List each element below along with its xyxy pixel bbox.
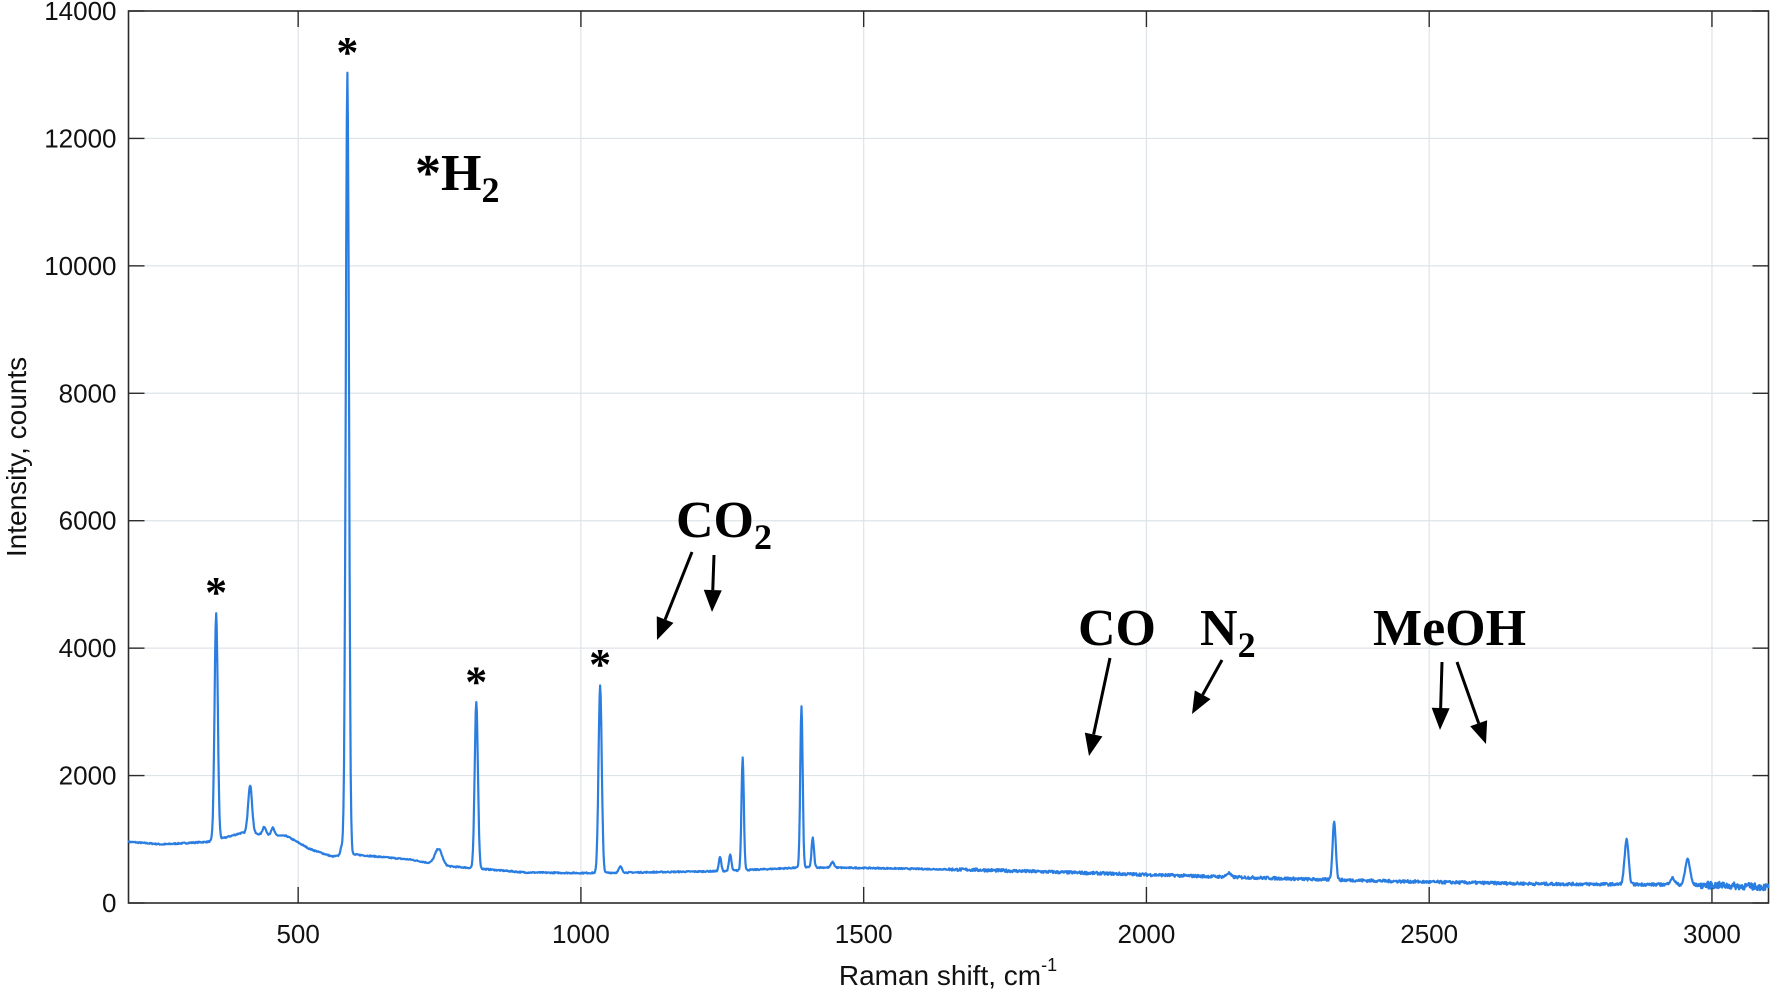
annotation-n2: N2: [1200, 600, 1256, 665]
arrow-line: [711, 554, 716, 591]
y-tick-label: 2000: [59, 761, 117, 791]
annotation-arrows: [656, 551, 1488, 756]
axis-ticks: [128, 10, 1769, 904]
y-tick-label: 8000: [59, 378, 117, 408]
arrow-head-icon: [656, 616, 674, 640]
x-tick-label: 2500: [1400, 919, 1458, 949]
arrow-line: [1439, 661, 1444, 709]
x-axis-label: Raman shift, cm-1: [839, 955, 1057, 991]
h2-star-marker: *: [465, 657, 487, 706]
plot-area-frame: [127, 10, 1770, 904]
annotation-co: CO: [1078, 600, 1156, 657]
h2-star-marker: *: [589, 640, 611, 689]
x-tick-label: 1500: [835, 919, 893, 949]
arrow-line: [663, 551, 694, 621]
y-tick-label: 14000: [44, 0, 116, 26]
y-axis-label: Intensity, counts: [1, 357, 32, 557]
grid-lines: [128, 11, 1769, 903]
arrow-head-icon: [1470, 720, 1488, 744]
x-tick-label: 2000: [1118, 919, 1176, 949]
h2-star-marker: *: [336, 28, 358, 77]
y-tick-label: 4000: [59, 633, 117, 663]
arrow-head-icon: [1084, 732, 1103, 756]
annotation-h2: *H2: [415, 145, 499, 210]
spectrum-line: [127, 71, 1770, 892]
x-tick-label: 1000: [552, 919, 610, 949]
arrow-head-icon: [1431, 707, 1450, 730]
x-tick-label: 3000: [1683, 919, 1741, 949]
annotation-meoh: MeOH: [1373, 600, 1526, 657]
x-tick-label: 500: [276, 919, 319, 949]
y-tick-label: 10000: [44, 251, 116, 281]
arrow-line: [1201, 659, 1224, 696]
y-tick-label: 6000: [59, 506, 117, 536]
h2-peak-markers: * * * *: [205, 28, 611, 706]
arrow-line: [1455, 661, 1481, 724]
y-tick-label: 0: [102, 888, 116, 918]
h2-star-marker: *: [205, 568, 227, 617]
annotation-co2: CO2: [676, 492, 772, 557]
y-tick-label: 12000: [44, 123, 116, 153]
arrow-head-icon: [1192, 690, 1211, 714]
axis-tick-labels: 500 1000 1500 2000 2500 3000 0 2000 4000 6000 8000…: [44, 0, 1741, 949]
arrow-line: [1092, 657, 1112, 735]
peak-annotations: *H2 CO2 CO N2 MeOH: [415, 145, 1526, 665]
arrow-head-icon: [703, 589, 722, 612]
